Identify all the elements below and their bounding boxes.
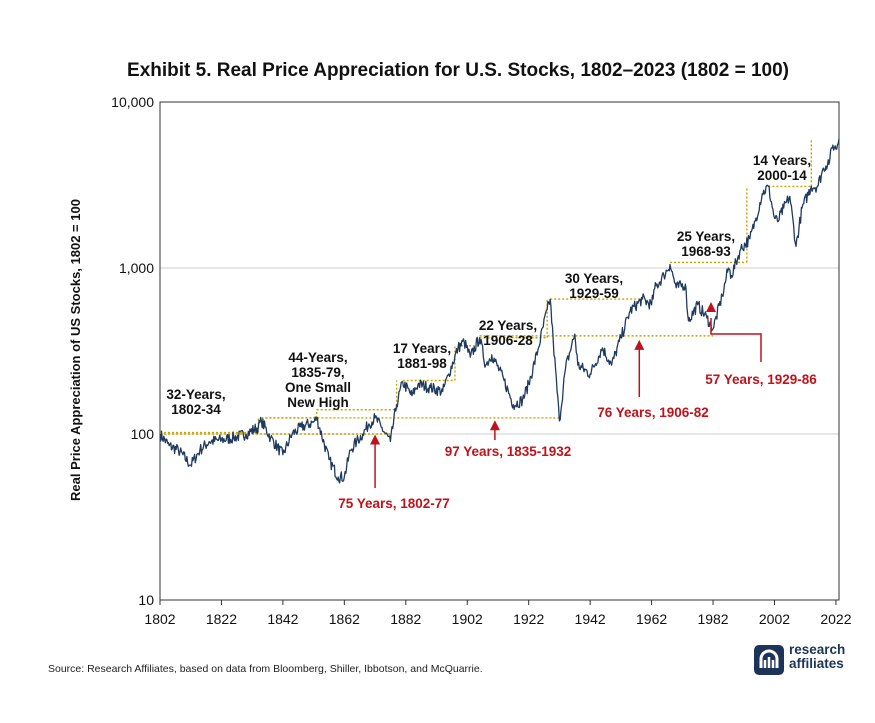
plot-area (159, 101, 840, 601)
red-annotations: 75 Years, 1802-77 97 Years, 1835-1932 76 Y… (338, 302, 817, 511)
chart-title: Exhibit 5. Real Price Appreciation for U… (127, 60, 789, 81)
x-axis-ticks: 1802 1822 1842 1862 1882 1902 1922 1942 1962 1982… (144, 600, 852, 627)
gridlines (160, 101, 839, 601)
annotation-black: 22 Years, 1906-28 (479, 318, 537, 348)
series-line (159, 138, 840, 484)
logo-mark-icon (754, 645, 784, 675)
annotation-red: 76 Years, 1906-82 (597, 405, 709, 420)
annotation-black: 14 Years, 2000-14 (753, 153, 811, 183)
x-tick-label: 1902 (452, 611, 483, 627)
x-tick-label: 1962 (636, 611, 667, 627)
annotation-black: 25 Years, 1968-93 (677, 229, 735, 259)
annotation-black: 30 Years, 1929-59 (565, 271, 623, 301)
x-tick-label: 1922 (513, 611, 544, 627)
annotation-red: 57 Years, 1929-86 (705, 372, 817, 387)
x-tick-label: 1982 (697, 611, 728, 627)
logo-text: research affiliates (789, 643, 845, 671)
annotation-arrow-head (634, 339, 645, 350)
annotation-black: 17 Years, 1881-98 (393, 341, 451, 371)
y-tick-label: 10 (138, 592, 154, 608)
y-axis-label: Real Price Appreciation of US Stocks, 18… (68, 199, 83, 501)
x-tick-label: 1802 (144, 611, 175, 627)
x-tick-label: 2022 (820, 611, 851, 627)
annotation-black: 44-Years, 1835-79, One Small New High (285, 350, 351, 410)
annotation-red: 97 Years, 1835-1932 (445, 444, 572, 459)
black-annotations: 32-Years, 1802-34 44-Years, 1835-79, One Sma… (166, 153, 811, 417)
high-water-lines (160, 138, 813, 435)
x-tick-label: 1942 (575, 611, 606, 627)
x-tick-label: 1822 (206, 611, 237, 627)
y-tick-label: 1,000 (119, 260, 154, 276)
y-tick-label: 100 (131, 426, 155, 442)
source-note: Source: Research Affiliates, based on da… (48, 663, 483, 675)
annotation-arrow-head (370, 434, 381, 445)
annotation-black: 32-Years, 1802-34 (166, 387, 225, 417)
annotation-arrow-head (706, 302, 716, 312)
x-tick-label: 2002 (759, 611, 790, 627)
y-tick-label: 10,000 (111, 94, 154, 110)
logo-line-1: research (789, 642, 846, 657)
x-tick-label: 1882 (390, 611, 421, 627)
y-axis-ticks: 10 100 1,000 10,000 (111, 94, 154, 608)
annotation-arrow-head (489, 420, 500, 431)
annotation-arrow-line (710, 318, 762, 362)
annotation-red: 75 Years, 1802-77 (338, 496, 450, 511)
series-layer (159, 138, 840, 484)
x-tick-label: 1842 (267, 611, 298, 627)
x-tick-label: 1862 (329, 611, 360, 627)
logo-line-2: affiliates (789, 656, 844, 671)
research-affiliates-logo: research affiliates (754, 643, 866, 677)
